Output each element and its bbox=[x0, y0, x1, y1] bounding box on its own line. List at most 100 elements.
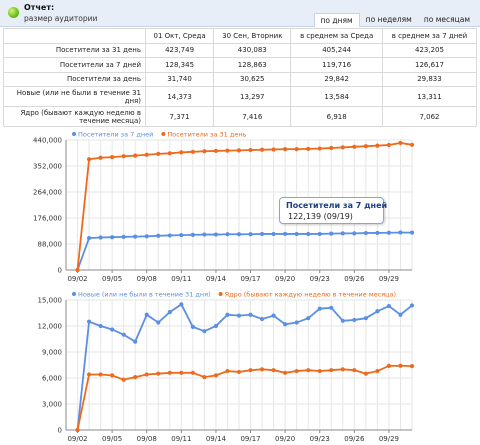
new-core-chart: 0 3,000 6,000 9,000 12,000 15,000 09/02 09/05 09… bbox=[0, 287, 480, 445]
new-core-data-point bbox=[271, 313, 276, 318]
tab-weekly[interactable]: по неделям bbox=[365, 15, 412, 24]
visitors-data-point bbox=[110, 235, 115, 240]
x-tick-label: 09/23 bbox=[310, 435, 330, 443]
visitors-data-point bbox=[202, 232, 207, 237]
visitors-data-point bbox=[86, 235, 92, 241]
new-core-data-point bbox=[179, 302, 184, 307]
visitors-data-point bbox=[271, 231, 276, 237]
x-tick-label: 09/11 bbox=[171, 275, 191, 283]
new-core-data-point bbox=[409, 303, 415, 308]
status-dot-icon bbox=[8, 7, 19, 18]
new-core-data-point bbox=[375, 368, 380, 374]
x-tick-label: 09/29 bbox=[379, 435, 399, 443]
visitors-data-point bbox=[340, 145, 345, 150]
table-cell: 423,749 bbox=[144, 42, 215, 58]
period-tabs: по дням по неделям по месяцам bbox=[313, 13, 476, 27]
column-header: 01 Окт, Среда bbox=[144, 28, 215, 44]
new-core-data-point bbox=[133, 339, 138, 344]
visitors-data-point bbox=[179, 150, 184, 155]
x-tick-label: 09/02 bbox=[67, 275, 87, 283]
visitors-data-point bbox=[121, 154, 126, 159]
table-cell: 29,842 bbox=[290, 71, 383, 87]
new-core-data-point bbox=[294, 320, 299, 325]
new-core-data-point bbox=[259, 316, 265, 322]
y-tick-label: 440,000 bbox=[33, 137, 62, 145]
visitors-data-point bbox=[409, 142, 415, 147]
table-row: Новые (или не были в течение 31 дня) 14,… bbox=[3, 86, 478, 107]
visitors-data-point bbox=[398, 230, 403, 235]
table-cell: 405,244 bbox=[290, 42, 383, 58]
column-header: в среднем за 7 дней bbox=[381, 28, 478, 44]
y-tick-label: 0 bbox=[58, 267, 62, 275]
new-core-data-point bbox=[190, 370, 195, 375]
new-core-data-point bbox=[248, 368, 253, 373]
new-core-data-point bbox=[386, 363, 392, 368]
table-cell: 7,371 bbox=[144, 106, 215, 127]
table-cell: 128,863 bbox=[213, 57, 292, 73]
row-label: Посетители за 7 дней bbox=[3, 57, 146, 73]
table-cell: 13,297 bbox=[213, 86, 292, 107]
new-core-data-point bbox=[386, 303, 392, 309]
visitors-data-point bbox=[156, 233, 161, 238]
new-core-data-point bbox=[225, 368, 230, 374]
visitors-data-point bbox=[213, 232, 219, 237]
new-core-data-point bbox=[294, 368, 299, 374]
y-tick-label: 352,000 bbox=[33, 163, 62, 171]
visitors-data-point bbox=[363, 144, 368, 149]
visitors-data-point bbox=[190, 232, 195, 237]
new-core-data-point bbox=[156, 371, 161, 376]
new-core-data-point bbox=[167, 370, 172, 375]
new-core-data-point bbox=[98, 323, 103, 329]
new-core-data-point bbox=[317, 368, 322, 374]
legend-marker bbox=[72, 292, 76, 296]
visitors-data-point bbox=[225, 232, 230, 237]
legend-label: Посетители за 31 день bbox=[167, 131, 246, 139]
visitors-data-point bbox=[259, 147, 265, 152]
new-core-data-point bbox=[248, 312, 253, 317]
visitors-data-point bbox=[202, 149, 207, 154]
visitors-data-point bbox=[317, 146, 322, 151]
table-cell: 14,373 bbox=[144, 86, 215, 107]
visitors-data-point bbox=[167, 233, 172, 238]
visitors-data-point bbox=[236, 232, 242, 237]
new-core-data-point bbox=[86, 319, 92, 324]
legend-label: Новые (или не были в течение 31 дня) bbox=[78, 291, 211, 299]
visitors-data-point bbox=[306, 146, 311, 151]
visitors-data-point bbox=[375, 143, 380, 148]
visitors-series-line-0 bbox=[76, 231, 413, 271]
new-core-data-point bbox=[121, 332, 126, 337]
new-core-data-point bbox=[375, 309, 380, 314]
table-cell: 119,716 bbox=[290, 57, 383, 73]
y-tick-label: 15,000 bbox=[38, 297, 63, 305]
legend-marker bbox=[72, 132, 76, 136]
visitors-data-point bbox=[144, 234, 149, 239]
new-core-data-point bbox=[236, 369, 242, 375]
tab-monthly[interactable]: по месяцам bbox=[423, 15, 470, 24]
table-header-row: 01 Окт, Среда 30 Сен, Вторник в среднем … bbox=[3, 28, 478, 44]
y-tick-label: 176,000 bbox=[33, 215, 62, 223]
x-tick-label: 09/20 bbox=[275, 435, 295, 443]
x-tick-label: 09/26 bbox=[344, 275, 365, 283]
table-cell: 7,062 bbox=[381, 106, 478, 127]
visitors-data-point bbox=[248, 147, 253, 153]
visitors-data-point bbox=[271, 147, 276, 152]
table-row: Посетители за день 31,740 30,625 29,842 … bbox=[3, 71, 478, 87]
visitors-data-point bbox=[248, 232, 253, 237]
new-core-data-point bbox=[156, 320, 161, 325]
new-core-data-point bbox=[75, 427, 80, 433]
tab-daily[interactable]: по дням bbox=[313, 13, 360, 27]
x-tick-label: 09/17 bbox=[240, 275, 260, 283]
new-core-data-point bbox=[271, 368, 276, 373]
y-tick-label: 0 bbox=[58, 427, 62, 435]
new-core-data-point bbox=[306, 316, 311, 321]
x-tick-label: 09/14 bbox=[206, 435, 227, 443]
new-core-data-point bbox=[363, 371, 368, 376]
table-cell: 30,625 bbox=[213, 71, 292, 87]
new-core-series-line-1 bbox=[76, 364, 413, 431]
table-cell: 13,584 bbox=[290, 86, 383, 107]
table-cell: 430,083 bbox=[213, 42, 292, 58]
new-core-data-point bbox=[86, 372, 92, 377]
y-tick-label: 12,000 bbox=[38, 323, 63, 331]
table-cell: 423,205 bbox=[381, 42, 478, 58]
new-core-data-point bbox=[398, 312, 403, 317]
